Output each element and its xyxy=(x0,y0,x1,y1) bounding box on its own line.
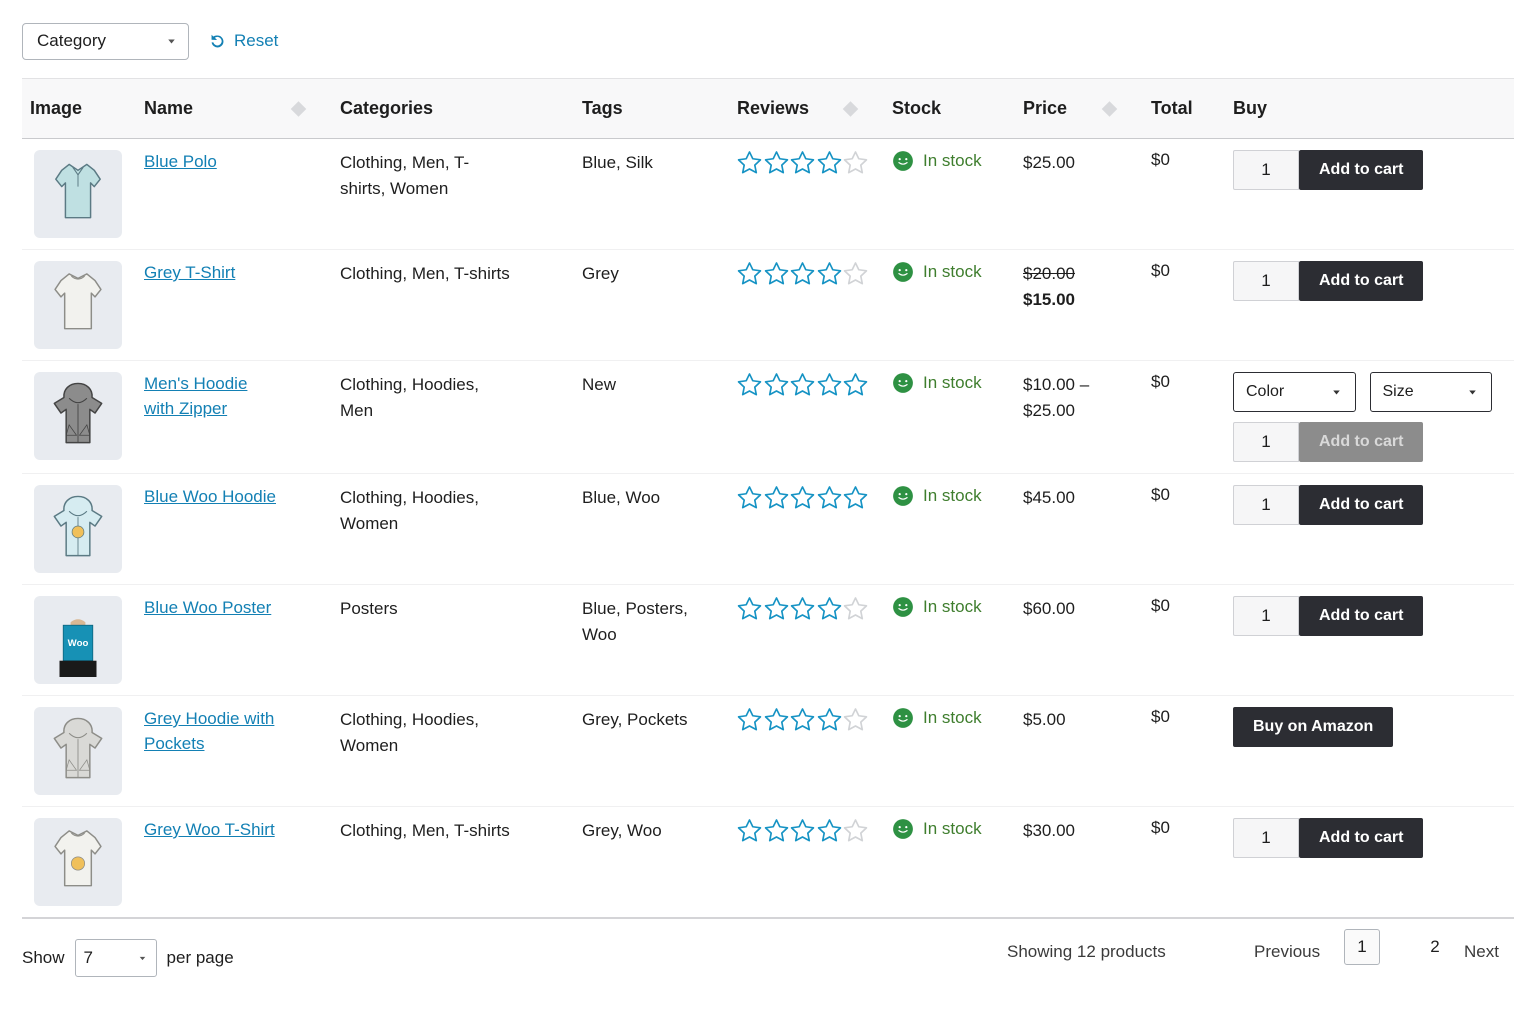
svg-text:Woo: Woo xyxy=(68,638,89,649)
